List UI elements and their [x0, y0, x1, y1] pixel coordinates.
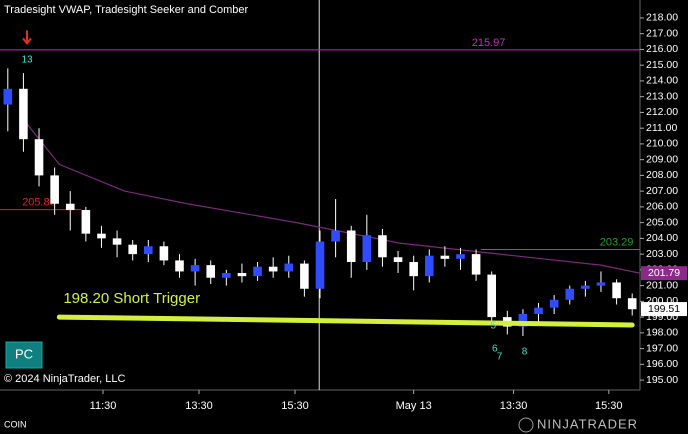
price-level-label: 215.97: [472, 37, 506, 49]
candle-body: [65, 203, 75, 211]
y-tick-label: 207.00: [646, 185, 678, 197]
candle-body: [331, 230, 340, 242]
symbol: COIN: [4, 419, 27, 429]
candle-body: [565, 288, 575, 300]
y-tick-label: 197.00: [646, 342, 678, 354]
y-tick-label: 216.00: [646, 43, 678, 55]
y-tick-label: 203.00: [646, 248, 678, 260]
candle-body: [206, 265, 216, 278]
candle-body: [300, 263, 309, 289]
candle-body: [581, 285, 590, 289]
candle-body: [612, 282, 621, 299]
candle-body: [471, 254, 481, 275]
y-tick-label: 204.00: [646, 232, 678, 244]
candle-body: [362, 235, 372, 262]
price-marker: [641, 266, 687, 281]
candle-body: [112, 238, 122, 245]
candle-body: [346, 230, 356, 262]
count-label: 13: [21, 55, 33, 66]
candle-body: [97, 233, 106, 239]
candle-body: [409, 261, 418, 277]
price-level-label: 203.29: [600, 236, 634, 248]
y-tick-label: 205.00: [646, 216, 678, 228]
count-label: 8: [522, 347, 528, 358]
y-tick-label: 212.00: [646, 106, 678, 118]
candle-body: [549, 299, 559, 308]
y-tick-label: 201.00: [646, 279, 678, 291]
candle-body: [487, 274, 496, 318]
x-tick-label: May 13: [396, 400, 432, 412]
pc-button[interactable]: [5, 341, 43, 369]
count-label: 6: [492, 344, 498, 355]
y-tick-label: 195.00: [646, 374, 678, 386]
candle-body: [3, 88, 13, 105]
candle-body: [222, 273, 231, 278]
x-tick-label: 15:30: [595, 400, 623, 412]
candle-body: [534, 307, 543, 314]
candle-body: [440, 255, 450, 259]
x-tick-label: 11:30: [90, 400, 117, 412]
candle-body: [19, 88, 28, 140]
vwap-line: [19, 115, 641, 274]
y-tick-label: 218.00: [646, 12, 678, 24]
y-tick-label: 206.00: [646, 201, 678, 213]
candle-body: [175, 260, 184, 272]
trigger-label: 198.20 Short Trigger: [63, 290, 200, 307]
y-tick-label: 211.00: [646, 122, 677, 134]
candle-body: [159, 246, 169, 261]
candle-body: [378, 235, 387, 258]
y-tick-label: 210.00: [646, 138, 678, 150]
candle-body: [596, 282, 606, 286]
y-tick-label: 209.00: [646, 153, 678, 165]
candle-body: [81, 210, 91, 234]
candle-body: [627, 298, 637, 310]
y-tick-label: 215.00: [646, 59, 678, 71]
candle-body: [50, 175, 59, 204]
candle-body: [424, 255, 434, 277]
brand-logo: [518, 417, 534, 433]
candle-body: [315, 241, 325, 289]
x-tick-label: 15:30: [281, 400, 309, 412]
trigger-line: [56, 314, 635, 328]
price-marker-label: 199.51: [648, 303, 680, 315]
candle-body: [144, 246, 153, 255]
candle-body: [268, 266, 278, 272]
price-marker-label: 201.79: [648, 267, 680, 279]
y-tick-label: 214.00: [646, 75, 678, 87]
candle-body: [237, 273, 247, 277]
candle-body: [284, 263, 294, 272]
y-tick-label: 198.00: [646, 327, 678, 339]
candle-body: [393, 257, 403, 262]
candle-body: [190, 265, 200, 272]
count-label: 7: [497, 352, 503, 363]
y-tick-label: 213.00: [646, 90, 678, 102]
y-tick-label: 217.00: [646, 27, 678, 39]
price-marker: [641, 302, 687, 317]
x-tick-label: 13:30: [185, 400, 213, 412]
brand: NINJATRADER: [537, 416, 638, 431]
candle-body: [518, 313, 528, 327]
signal-arrow: [22, 30, 32, 46]
price-level-label: 205.83: [22, 196, 56, 208]
pc-button-label[interactable]: PC: [15, 346, 33, 361]
y-tick-label: 196.00: [646, 358, 678, 370]
copyright: © 2024 NinjaTrader, LLC: [4, 373, 125, 385]
candle-body: [128, 244, 137, 255]
candle-body: [34, 139, 44, 176]
count-label: 5: [490, 321, 496, 332]
x-tick-label: 13:30: [500, 400, 528, 412]
candle-body: [456, 254, 465, 259]
y-tick-label: 208.00: [646, 169, 678, 181]
candle-body: [253, 266, 262, 277]
chart-title: Tradesight VWAP, Tradesight Seeker and C…: [4, 4, 248, 16]
